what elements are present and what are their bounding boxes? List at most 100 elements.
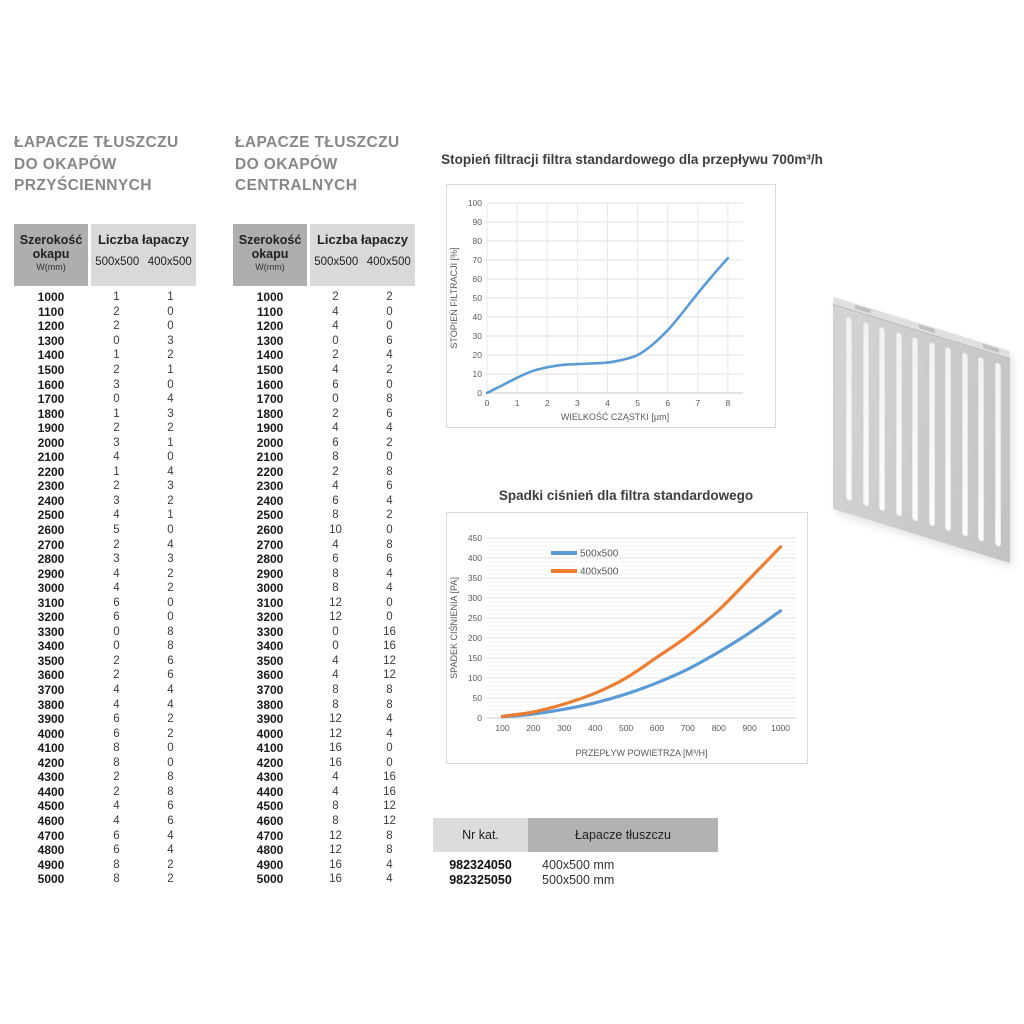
svg-text:80: 80 xyxy=(473,236,483,246)
trap-size: 400x500 mm xyxy=(542,857,615,872)
svg-text:300: 300 xyxy=(468,593,482,603)
count-500x500: 2 xyxy=(332,291,339,304)
hood-width-value: 1900 xyxy=(256,421,284,436)
central-hoods-title-line3: CENTRALNYCH xyxy=(235,177,358,194)
count-500x500: 4 xyxy=(113,582,120,595)
wall-hoods-title: ŁAPACZE TŁUSZCZU DO OKAPÓW PRZYŚCIENNYCH xyxy=(14,132,179,197)
hood-width-value: 1100 xyxy=(256,304,284,319)
hood-width-value: 4500 xyxy=(37,799,65,814)
count-500x500: 6 xyxy=(332,378,339,391)
count-400x500: 2 xyxy=(386,436,393,449)
wall-hoods-table: Szerokość okapu W(mm) Liczba łapaczy 500… xyxy=(14,224,196,886)
count-500x500: 4 xyxy=(332,771,339,784)
filter-slot xyxy=(928,341,935,528)
svg-text:400: 400 xyxy=(588,723,602,733)
table-row: 2300 4 6 xyxy=(233,479,415,494)
table-row: 2000 6 2 xyxy=(233,435,415,450)
svg-text:350: 350 xyxy=(468,573,482,583)
count-500x500: 16 xyxy=(329,873,342,886)
count-500x500: 4 xyxy=(113,509,120,522)
count-400x500: 12 xyxy=(383,814,396,827)
count-400x500: 4 xyxy=(386,873,393,886)
table-row: 3700 4 4 xyxy=(14,683,196,698)
table-row: 4800 6 4 xyxy=(14,843,196,858)
count-400x500: 2 xyxy=(167,422,174,435)
count-400x500: 12 xyxy=(383,654,396,667)
count-500x500: 4 xyxy=(332,320,339,333)
hood-width-value: 3000 xyxy=(37,581,65,596)
count-400x500: 4 xyxy=(167,393,174,406)
count-500x500: 8 xyxy=(113,873,120,886)
table-row: 2200 2 8 xyxy=(233,465,415,480)
size-column-400x500: 400x500 xyxy=(366,256,411,268)
svg-text:4: 4 xyxy=(605,398,610,408)
count-500x500: 12 xyxy=(329,727,342,740)
svg-text:STOPIEŃ FILTRACJI [%]: STOPIEŃ FILTRACJI [%] xyxy=(449,247,459,348)
hood-width-value: 3700 xyxy=(256,683,284,698)
count-400x500: 6 xyxy=(386,553,393,566)
hood-width-value: 3700 xyxy=(37,683,65,698)
count-500x500: 0 xyxy=(113,625,120,638)
count-500x500: 8 xyxy=(332,684,339,697)
central-hoods-title-line1: ŁAPACZE TŁUSZCZU xyxy=(235,134,400,151)
central-hoods-table-header: Szerokość okapu W(mm) Liczba łapaczy 500… xyxy=(233,224,415,286)
central-hoods-title-line2: DO OKAPÓW xyxy=(235,155,338,173)
count-500x500: 8 xyxy=(332,509,339,522)
count-400x500: 0 xyxy=(167,378,174,391)
trap-count-label: Liczba łapaczy xyxy=(316,232,409,247)
table-row: 1300 0 6 xyxy=(233,334,415,349)
filter-slot xyxy=(961,351,968,538)
wall-hoods-table-header: Szerokość okapu W(mm) Liczba łapaczy 500… xyxy=(14,224,196,286)
table-row: 982324050 400x500 mm xyxy=(433,857,718,873)
svg-text:20: 20 xyxy=(473,350,483,360)
count-500x500: 5 xyxy=(113,524,120,537)
table-row: 3200 12 0 xyxy=(233,610,415,625)
hood-width-value: 3000 xyxy=(256,581,284,596)
table-row: 3900 6 2 xyxy=(14,712,196,727)
pressure-chart: 0 50 100 150 200 250 300 350 400 450 100 200 300 400 5… xyxy=(446,512,808,764)
table-row: 2500 8 2 xyxy=(233,508,415,523)
svg-text:30: 30 xyxy=(473,331,483,341)
hood-width-value: 4300 xyxy=(37,770,65,785)
svg-text:700: 700 xyxy=(681,723,695,733)
svg-text:200: 200 xyxy=(526,723,540,733)
table-row: 4200 16 0 xyxy=(233,756,415,771)
svg-text:150: 150 xyxy=(468,653,482,663)
hood-width-value: 2700 xyxy=(256,537,284,552)
count-400x500: 0 xyxy=(167,320,174,333)
table-row: 1600 3 0 xyxy=(14,377,196,392)
hood-width-value: 3200 xyxy=(37,610,65,625)
count-500x500: 0 xyxy=(332,334,339,347)
count-500x500: 6 xyxy=(332,553,339,566)
hood-width-value: 3100 xyxy=(256,595,284,610)
count-400x500: 16 xyxy=(383,625,396,638)
trap-size-columns: 500x500 400x500 xyxy=(310,256,415,268)
table-row: 4000 12 4 xyxy=(233,726,415,741)
wall-hoods-title-line2: DO OKAPÓW xyxy=(14,155,117,173)
hood-width-value: 2300 xyxy=(256,479,284,494)
table-row: 2900 8 4 xyxy=(233,566,415,581)
count-500x500: 6 xyxy=(113,713,120,726)
hood-width-value: 2900 xyxy=(37,566,65,581)
hood-width-value: 1300 xyxy=(37,333,65,348)
count-400x500: 0 xyxy=(386,451,393,464)
count-400x500: 8 xyxy=(167,640,174,653)
grease-filter-photo xyxy=(833,297,1010,564)
count-500x500: 16 xyxy=(329,742,342,755)
catalog-number: 982324050 xyxy=(449,857,512,872)
count-400x500: 4 xyxy=(386,582,393,595)
table-row: 3400 0 16 xyxy=(233,639,415,654)
count-400x500: 2 xyxy=(167,858,174,871)
table-row: 1500 2 1 xyxy=(14,363,196,378)
table-row: 4900 16 4 xyxy=(233,857,415,872)
count-400x500: 2 xyxy=(167,873,174,886)
count-500x500: 6 xyxy=(113,844,120,857)
count-400x500: 8 xyxy=(386,393,393,406)
count-500x500: 12 xyxy=(329,596,342,609)
count-500x500: 2 xyxy=(113,771,120,784)
table-row: 1800 2 6 xyxy=(233,406,415,421)
count-500x500: 4 xyxy=(113,698,120,711)
count-400x500: 0 xyxy=(386,305,393,318)
count-400x500: 3 xyxy=(167,334,174,347)
svg-text:100: 100 xyxy=(495,723,509,733)
